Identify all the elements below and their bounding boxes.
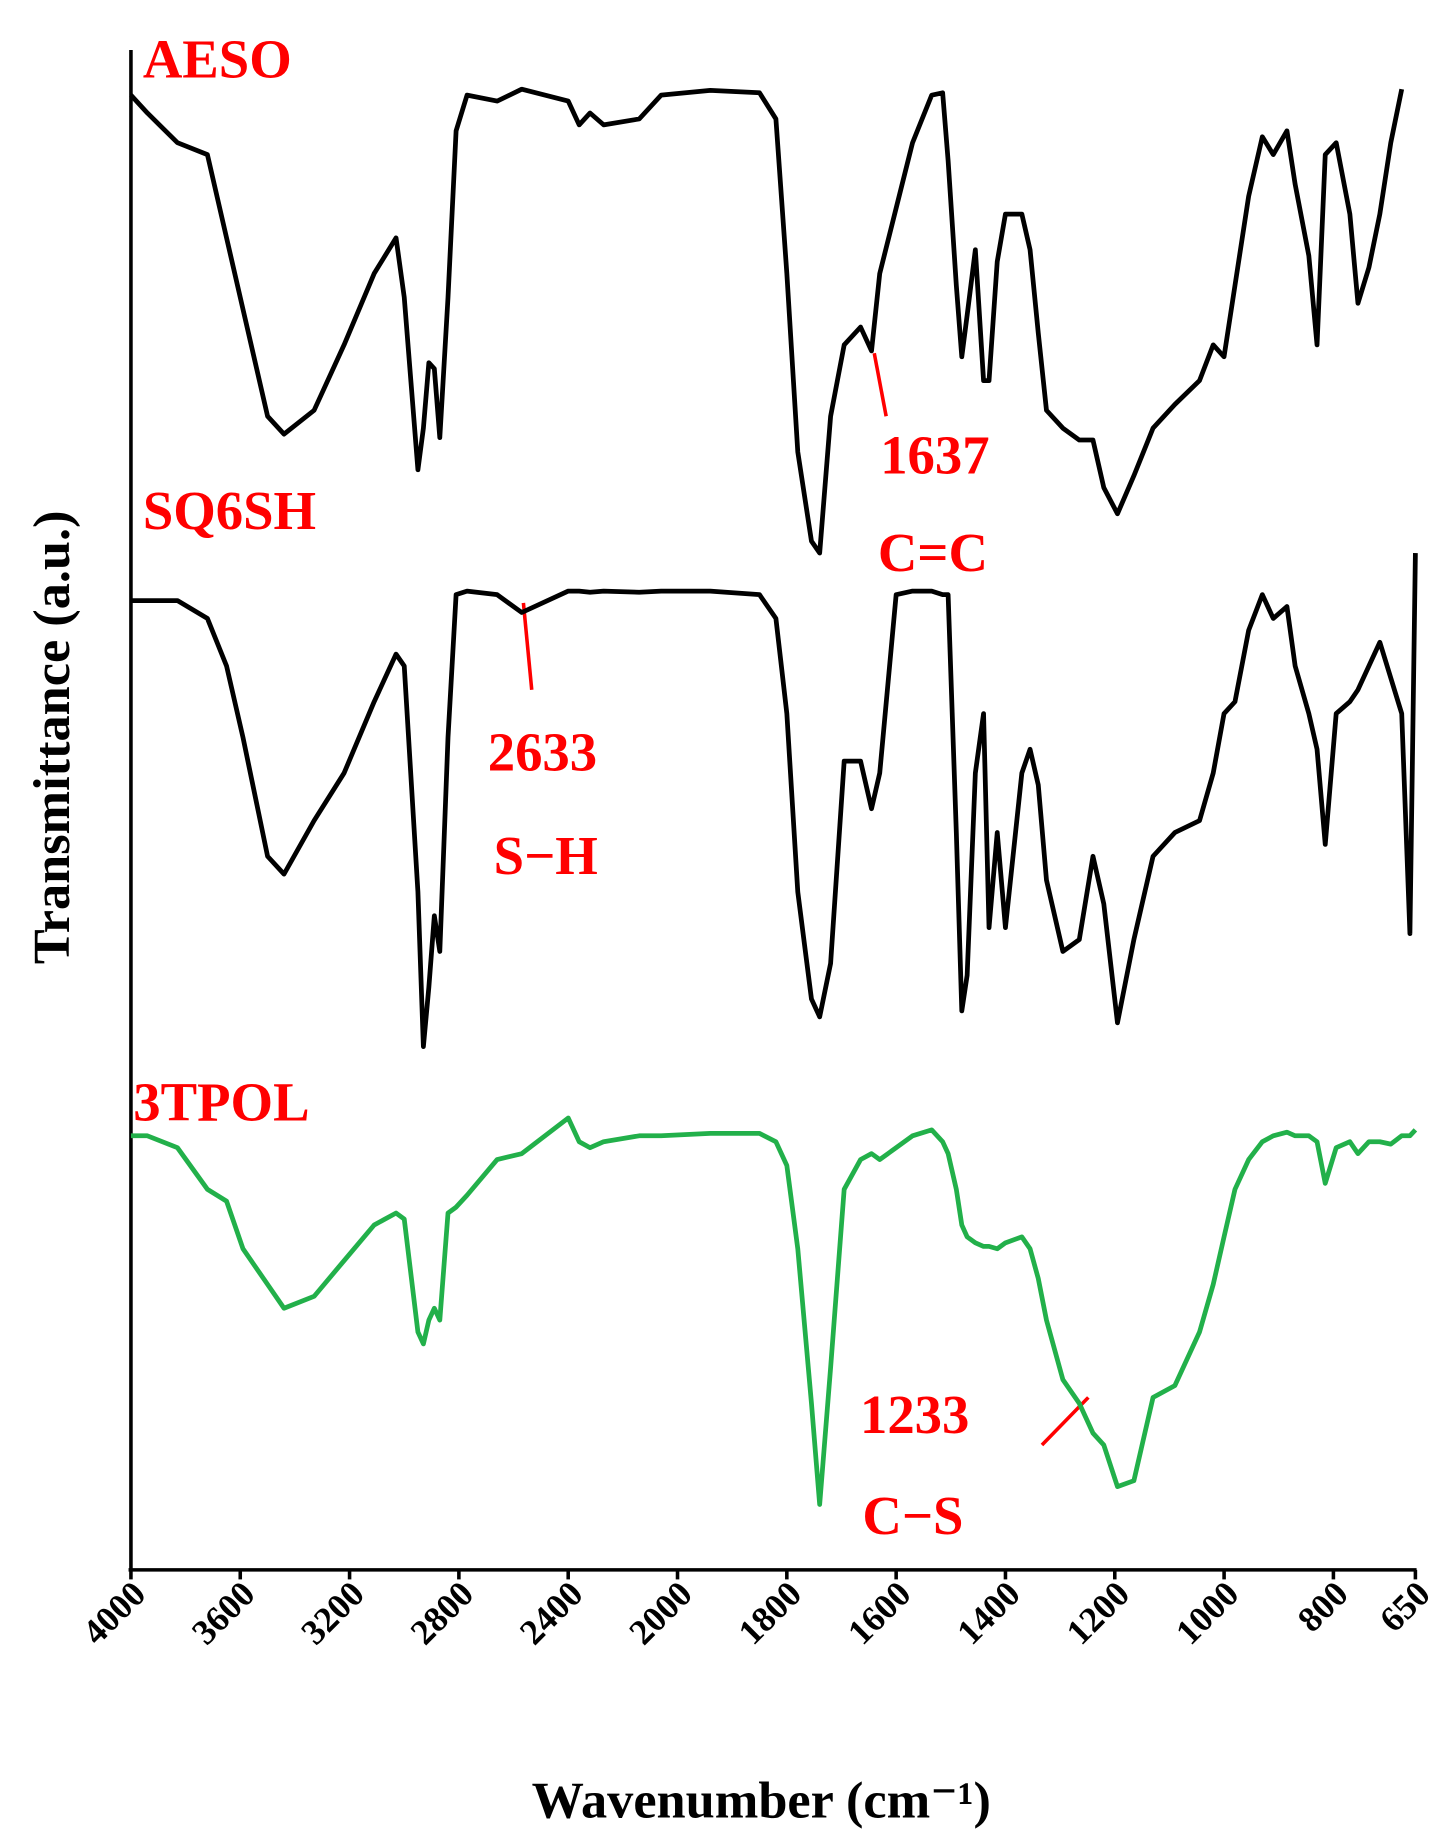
spectrum-line [130,552,1418,1049]
x-tick-label: 2800 [402,1573,481,1652]
annotation: C−S [862,1485,963,1546]
y-axis-title: Transmittance (a.u.) [23,510,81,964]
x-tick-label: 650 [1372,1573,1438,1639]
annotation: 1233 [860,1384,969,1445]
annotation-leader [872,352,888,417]
series-label: AESO [143,28,292,89]
x-tick-label: 2400 [512,1573,591,1652]
x-tick-label: 1400 [949,1573,1028,1652]
spectrum-line [130,1115,1418,1507]
annotation: 1637 [880,424,989,485]
annotation: S−H [494,825,598,886]
series-label: 3TPOL [133,1071,309,1132]
spectrum-line [129,86,1405,556]
annotation: C=C [878,522,988,583]
x-tick-label: 1600 [840,1573,919,1652]
x-axis-title: Wavenumber (cm⁻¹) [532,1771,991,1829]
x-tick-label: 1000 [1168,1573,1247,1652]
x-tick-label: 3200 [293,1573,372,1652]
annotation: 2633 [488,722,597,783]
x-tick-label: 800 [1290,1573,1356,1639]
x-tick-label: 3600 [184,1573,263,1652]
x-tick-label: 4000 [75,1573,154,1652]
annotation-leader [521,602,534,690]
x-tick-label: 2000 [621,1573,700,1652]
x-tick-label: 1800 [730,1573,809,1652]
x-tick-label: 1200 [1058,1573,1137,1652]
series-label: SQ6SH [143,480,316,541]
